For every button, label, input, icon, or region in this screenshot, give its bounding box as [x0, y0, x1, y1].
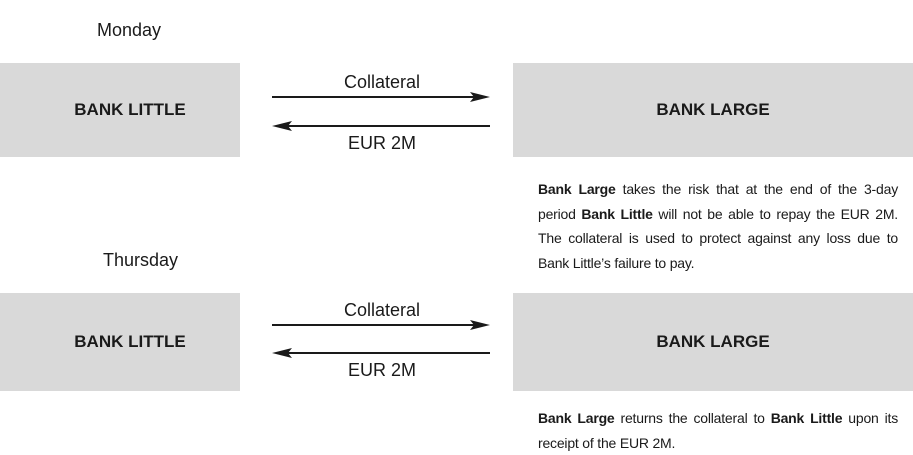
arrowhead	[470, 92, 490, 102]
note-text: upon its receipt of the EUR 2M.	[538, 410, 898, 451]
note-text: takes the risk that at the end of the 3-…	[538, 181, 898, 222]
note-bold: Bank Little	[581, 205, 653, 222]
bank-little-box: BANK LITTLE	[0, 63, 240, 157]
note: Bank Large returns the collateral to Ban…	[538, 406, 898, 455]
day-label: Thursday	[103, 250, 179, 270]
arrow-label: Collateral	[344, 300, 420, 320]
note-text: returns the collateral to	[614, 410, 771, 426]
bank-large-box: BANK LARGE	[513, 63, 913, 157]
arrow-label: EUR 2M	[348, 360, 416, 380]
arrows: Collateral EUR 2M	[272, 72, 490, 153]
bank-label: BANK LITTLE	[74, 332, 186, 351]
note: Bank Large takes the risk that at the en…	[538, 177, 898, 275]
note-text: will not be able to repay the EUR 2M. Th…	[538, 205, 898, 271]
day-label: Monday	[97, 20, 162, 40]
arrow-label: EUR 2M	[348, 133, 416, 153]
thursday-section: Thursday BANK LITTLE Collateral EUR 2M B…	[0, 250, 913, 455]
bank-little-box: BANK LITTLE	[0, 293, 240, 391]
bank-label: BANK LARGE	[656, 100, 770, 119]
arrowhead	[470, 320, 490, 330]
arrow-label: Collateral	[344, 72, 420, 92]
note-bold: Bank Large	[538, 410, 615, 426]
bank-label: BANK LITTLE	[74, 100, 186, 119]
bank-large-box: BANK LARGE	[513, 293, 913, 391]
arrows: Collateral EUR 2M	[272, 300, 490, 380]
arrowhead	[272, 121, 292, 131]
note-bold: Bank Little	[770, 410, 843, 426]
monday-section: Monday BANK LITTLE Collateral EUR 2M BAN…	[0, 20, 913, 271]
note-bold: Bank Large	[538, 181, 616, 197]
arrowhead	[272, 348, 292, 358]
bank-label: BANK LARGE	[656, 332, 770, 351]
